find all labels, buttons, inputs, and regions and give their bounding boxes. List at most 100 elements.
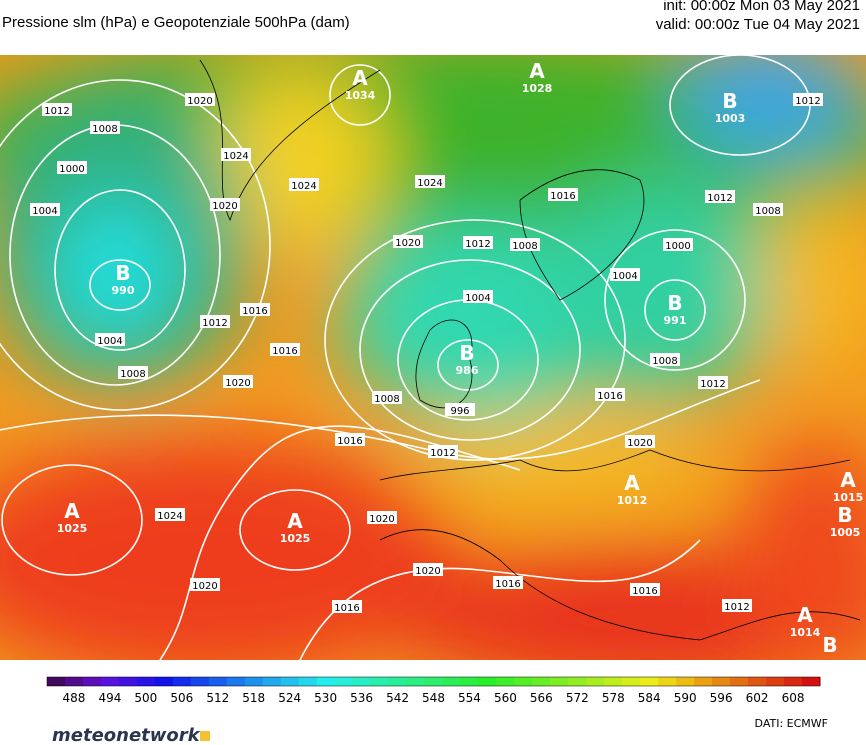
isobar-label: 1012: [795, 96, 820, 107]
colorbar-swatch: [82, 677, 102, 686]
isobar-label-box: [722, 599, 752, 612]
colorbar-tick-label: 536: [350, 691, 373, 705]
isobar-label-box: [463, 236, 493, 249]
map-title: Pressione slm (hPa) e Geopotenziale 500h…: [2, 14, 350, 31]
colorbar-swatch: [352, 677, 372, 686]
colorbar-swatch: [442, 677, 461, 686]
isobar-label: 1024: [291, 181, 316, 192]
colorbar-swatch: [316, 677, 336, 686]
brand: meteonetwork: [52, 725, 201, 745]
isobar-label-box: [332, 600, 362, 613]
colorbar-tick-label: 602: [746, 691, 769, 705]
isobar-label: 1024: [223, 151, 248, 162]
isobar-label-box: [625, 435, 655, 448]
center-letter: A: [624, 471, 640, 495]
isobar-label-box: [210, 198, 240, 211]
center-letter: A: [287, 509, 303, 533]
colorbar-tick-label: 500: [134, 691, 157, 705]
colorbar-swatch: [64, 677, 84, 686]
isobar-label: 1012: [44, 106, 69, 117]
isobar-label-box: [463, 290, 493, 303]
isobar-label: 1016: [597, 391, 622, 402]
isobar-label-box: [510, 238, 540, 251]
colorbar-tick-label: 608: [782, 691, 805, 705]
isobar-label: 1008: [120, 369, 145, 380]
colorbar-swatch: [334, 677, 354, 686]
colorbar-swatch: [586, 677, 605, 686]
isobar-label: 1016: [337, 436, 362, 447]
isobar-label: 1016: [242, 306, 267, 317]
colorbar-swatch: [208, 677, 228, 686]
isobar-label: 1004: [612, 271, 637, 282]
isobar-label-box: [650, 353, 680, 366]
colorbar-swatch: [47, 677, 66, 686]
isobar-label-box: [705, 190, 735, 203]
colorbar-swatch: [370, 677, 390, 686]
isobar-label: 1004: [97, 336, 122, 347]
isobar-label-box: [548, 188, 578, 201]
field: [0, 55, 866, 660]
isobar-label-box: [190, 578, 220, 591]
colorbar-swatch: [730, 677, 749, 686]
colorbar-swatch: [172, 677, 192, 686]
isobar-label-box: [610, 268, 640, 281]
colorbar-swatch: [514, 677, 533, 686]
center-value: 1015: [833, 491, 864, 504]
center-value: 1034: [345, 89, 376, 102]
isobar-label: 1020: [187, 96, 212, 107]
isobar-label-box: [428, 445, 458, 458]
colorbar-swatch: [604, 677, 623, 686]
isobar-label: 1008: [755, 206, 780, 217]
isobar-label: 1012: [430, 448, 455, 459]
isobar-label-box: [630, 583, 660, 596]
isobar-label-box: [185, 93, 215, 106]
isobar-label: 1012: [465, 239, 490, 250]
isobar-label: 1000: [59, 164, 84, 175]
isobar-label-box: [393, 235, 423, 248]
colorbar-tick-label: 518: [242, 691, 265, 705]
colorbar-swatch: [154, 677, 174, 686]
colorbar-tick-label: 560: [494, 691, 517, 705]
isobar-label-box: [372, 391, 402, 404]
colorbar-swatch: [640, 677, 659, 686]
colorbar-tick-label: 530: [314, 691, 337, 705]
center-letter: B: [822, 633, 837, 657]
isobar-label: 1024: [157, 511, 182, 522]
colorbar-swatch: [748, 677, 767, 686]
colorbar-swatch: [244, 677, 264, 686]
valid-time: valid: 00:00z Tue 04 May 2021: [655, 16, 860, 33]
colorbar-tick-label: 512: [206, 691, 229, 705]
colorbar-swatch: [550, 677, 569, 686]
colorbar-swatch: [622, 677, 641, 686]
colorbar-swatch: [694, 677, 713, 686]
isobar-label: 1008: [512, 241, 537, 252]
colorbar-swatch: [532, 677, 551, 686]
isobar-label-box: [221, 148, 251, 161]
colorbar-swatch: [496, 677, 515, 686]
colorbar-swatch: [784, 677, 803, 686]
isobar-label: 1016: [550, 191, 575, 202]
isobar-label-box: [42, 103, 72, 116]
isobar-label: 1008: [374, 394, 399, 405]
colorbar-swatch: [388, 677, 408, 686]
brand-square: [200, 731, 210, 741]
isobar-label-box: [155, 508, 185, 521]
isobar-label: 1008: [652, 356, 677, 367]
colorbar-swatch: [712, 677, 731, 686]
colorbar-swatch: [460, 677, 479, 686]
isobar-label-box: [30, 203, 60, 216]
isobar-label-box: [200, 315, 230, 328]
isobar-label: 1000: [665, 241, 690, 252]
colorbar-tick-label: 524: [278, 691, 301, 705]
colorbar-swatch: [766, 677, 785, 686]
colorbar-frame: [46, 676, 821, 687]
isobar-label: 1020: [415, 566, 440, 577]
isobar-label-box: [663, 238, 693, 251]
center-letter: A: [352, 66, 368, 90]
colorbar-tick-label: 572: [566, 691, 589, 705]
colorbar-tick-label: 566: [530, 691, 553, 705]
center-letter: A: [840, 468, 856, 492]
isobar-label: 1020: [225, 378, 250, 389]
isobar-label-box: [118, 366, 148, 379]
